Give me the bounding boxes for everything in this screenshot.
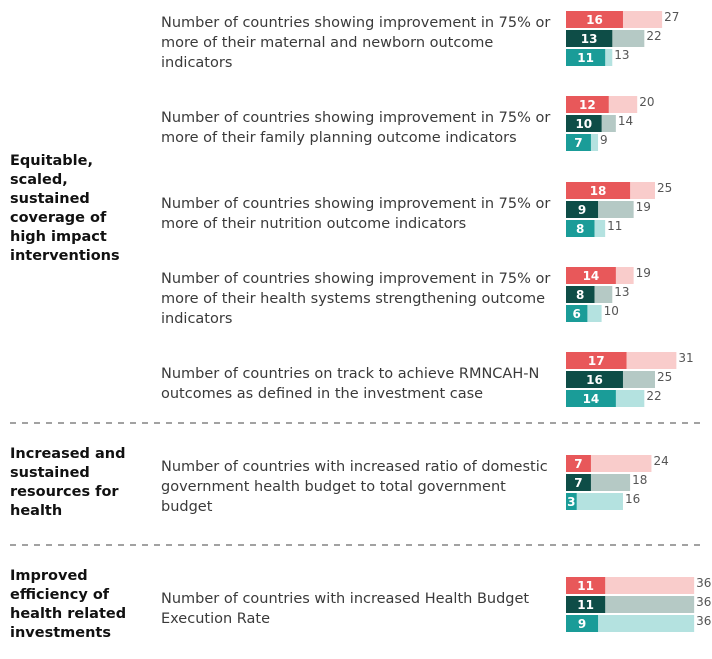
value-label: 13 (581, 32, 598, 46)
indicator-description: Number of countries showing improvement … (161, 195, 551, 232)
value-bar (566, 286, 595, 303)
total-label: 36 (696, 614, 711, 628)
total-bar (566, 615, 695, 632)
value-bar (566, 352, 627, 369)
indicator-description: Number of countries showing improvement … (161, 14, 551, 71)
value-bar (566, 220, 595, 237)
indicator-description: Number of countries with increased Healt… (161, 590, 530, 627)
value-bar (566, 267, 616, 284)
value-label: 16 (586, 13, 603, 27)
indicator-description: Number of countries showing improvement … (161, 109, 551, 146)
total-label: 31 (678, 351, 693, 365)
value-bar (566, 371, 623, 388)
value-bar (566, 115, 602, 132)
value-label: 11 (577, 598, 594, 612)
total-label: 20 (639, 95, 654, 109)
total-label: 19 (636, 200, 651, 214)
indicator-description: Number of countries on track to achieve … (161, 365, 540, 402)
group-label: Equitable, scaled, sustained coverage of… (10, 153, 120, 264)
indicator-description: Number of countries with increased ratio… (161, 458, 548, 515)
indicator-description: Number of countries showing improvement … (161, 270, 551, 327)
group-label: Improved efficiency of health related in… (10, 567, 127, 641)
value-label: 7 (574, 457, 582, 471)
total-label: 24 (653, 454, 668, 468)
value-bar (566, 96, 609, 113)
value-bar (566, 305, 588, 322)
value-bar (566, 11, 623, 28)
value-bar (566, 49, 606, 66)
total-label: 10 (604, 304, 619, 318)
value-bar (566, 455, 591, 472)
value-label: 8 (576, 222, 584, 236)
total-label: 36 (696, 576, 711, 590)
value-bar (566, 596, 606, 613)
value-label: 17 (588, 354, 605, 368)
value-label: 10 (575, 117, 592, 131)
value-bar (566, 577, 606, 594)
total-bar (566, 493, 623, 510)
value-label: 9 (578, 617, 586, 631)
value-label: 12 (579, 98, 596, 112)
value-label: 18 (590, 184, 607, 198)
value-bar (566, 134, 591, 151)
value-label: 11 (577, 579, 594, 593)
total-label: 14 (618, 114, 633, 128)
value-label: 14 (583, 392, 600, 406)
total-label: 36 (696, 595, 711, 609)
value-label: 9 (578, 203, 586, 217)
value-label: 16 (586, 373, 603, 387)
total-label: 22 (646, 389, 661, 403)
total-label: 9 (600, 133, 608, 147)
value-bar (566, 201, 599, 218)
value-bar (566, 493, 577, 510)
value-label: 6 (573, 307, 581, 321)
total-label: 16 (625, 492, 640, 506)
value-label: 8 (576, 288, 584, 302)
group-label: Increased and sustained resources for he… (10, 445, 126, 519)
value-label: 7 (574, 476, 582, 490)
value-label: 3 (567, 495, 575, 509)
total-label: 19 (636, 266, 651, 280)
total-label: 22 (646, 29, 661, 43)
value-label: 14 (583, 269, 600, 283)
value-bar (566, 182, 631, 199)
value-label: 11 (577, 51, 594, 65)
total-label: 25 (657, 370, 672, 384)
value-bar (566, 30, 613, 47)
total-label: 27 (664, 10, 679, 24)
total-label: 11 (607, 219, 622, 233)
total-label: 13 (614, 285, 629, 299)
value-bar (566, 390, 616, 407)
total-label: 13 (614, 48, 629, 62)
total-label: 18 (632, 473, 647, 487)
value-label: 7 (574, 136, 582, 150)
value-bar (566, 474, 591, 491)
total-label: 25 (657, 181, 672, 195)
value-bar (566, 615, 599, 632)
